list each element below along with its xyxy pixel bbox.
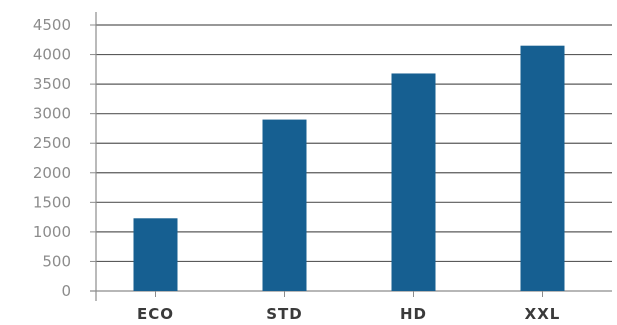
y-axis-tick-labels: 0 500 1000 1500 2000 2500 3000 3500 4000 4500	[33, 16, 71, 300]
x-tick-label: STD	[266, 305, 303, 323]
x-tick-label: ECO	[137, 305, 174, 323]
y-tick-label: 1500	[33, 193, 71, 211]
y-tick-label: 1000	[33, 223, 71, 241]
y-tick-label: 4000	[33, 46, 71, 64]
bar-hd	[391, 73, 436, 292]
y-tick-label: 2000	[33, 164, 71, 182]
x-tick-label: HD	[400, 305, 427, 323]
y-tick-label: 4500	[33, 16, 71, 34]
y-tick-label: 0	[61, 282, 71, 300]
y-tick-label: 500	[42, 252, 71, 270]
gridlines	[96, 24, 612, 263]
bars	[133, 45, 565, 292]
bar-eco	[133, 218, 178, 291]
y-tick-label: 2500	[33, 134, 71, 152]
x-tick-label: XXL	[525, 305, 561, 323]
y-tick-label: 3500	[33, 75, 71, 93]
x-axis-category-labels: ECO STD HD XXL	[137, 305, 561, 323]
bar-xxl	[520, 45, 565, 291]
y-tick-label: 3000	[33, 105, 71, 123]
bar-std	[262, 119, 307, 291]
